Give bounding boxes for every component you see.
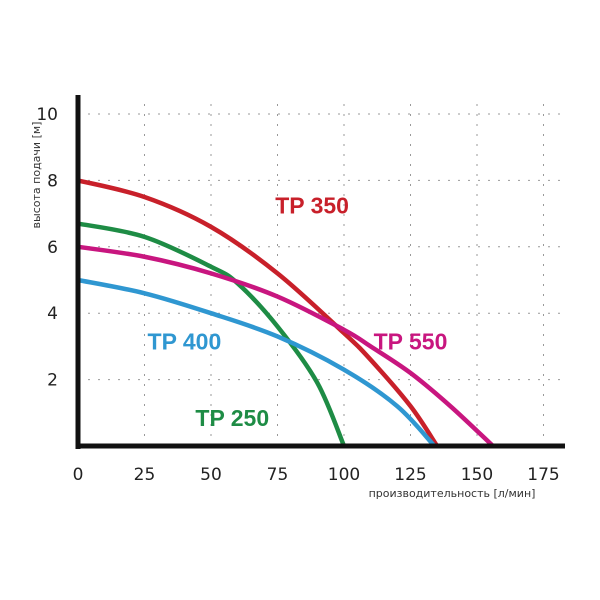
x-tick-label: 50 bbox=[200, 465, 222, 485]
y-axis-label: высота подачи [м] bbox=[30, 122, 43, 229]
series-label-tp-550: TP 550 bbox=[374, 329, 448, 355]
x-tick-labels: 0 25 50 75 100 125 150 175 bbox=[73, 465, 560, 485]
y-tick-labels: 2 4 6 8 10 bbox=[36, 105, 58, 391]
y-tick-label: 2 bbox=[47, 371, 58, 391]
series-label-tp-250: TP 250 bbox=[195, 405, 269, 431]
y-tick-label: 4 bbox=[47, 304, 58, 324]
axes bbox=[75, 95, 565, 449]
x-tick-label: 25 bbox=[134, 465, 156, 485]
curve-tp-350 bbox=[75, 178, 440, 449]
y-tick-label: 8 bbox=[47, 171, 58, 191]
curve-tp-550 bbox=[75, 244, 496, 449]
curve-tp-400 bbox=[75, 277, 437, 449]
x-axis-label: производительность [л/мин] bbox=[369, 487, 536, 500]
y-tick-label: 10 bbox=[36, 105, 58, 125]
y-tick-label: 6 bbox=[47, 238, 58, 258]
series-label-tp-400: TP 400 bbox=[148, 329, 222, 355]
x-tick-label: 175 bbox=[527, 465, 559, 485]
x-tick-label: 100 bbox=[328, 465, 360, 485]
series-label-tp-350: TP 350 bbox=[275, 193, 349, 219]
x-tick-label: 125 bbox=[394, 465, 426, 485]
x-tick-label: 75 bbox=[267, 465, 289, 485]
pump-curves bbox=[75, 178, 496, 449]
series-labels: TP 350 TP 550 TP 400 TP 250 bbox=[148, 193, 448, 431]
x-tick-label: 0 bbox=[73, 465, 84, 485]
x-tick-label: 150 bbox=[461, 465, 493, 485]
